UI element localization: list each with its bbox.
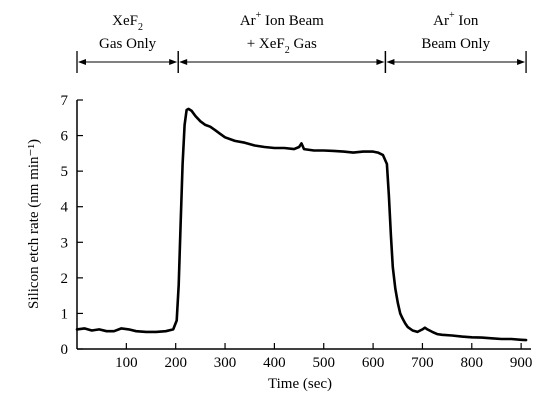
x-tick-label: 300 bbox=[214, 355, 237, 371]
x-tick-label: 600 bbox=[362, 355, 385, 371]
phase-annotations: XeF2 Gas Only Ar+ Ion Beam + XeF2 Gas Ar+ Io… bbox=[76, 10, 527, 73]
y-tick-label: 1 bbox=[61, 306, 69, 322]
y-tick-label: 6 bbox=[61, 129, 69, 145]
x-tick-label: 100 bbox=[115, 355, 138, 371]
x-tick-label: 200 bbox=[164, 355, 187, 371]
phase-arrow-right bbox=[376, 59, 385, 65]
y-tick-label: 3 bbox=[61, 235, 69, 251]
x-axis-title: Time (sec) bbox=[268, 376, 332, 392]
phase-arrow-left bbox=[179, 59, 188, 65]
axes bbox=[76, 100, 531, 350]
series-line bbox=[75, 107, 528, 342]
series bbox=[75, 107, 528, 342]
phase-label-line1: Ar+ Ion bbox=[433, 10, 479, 29]
x-tick-label: 700 bbox=[411, 355, 434, 371]
phase-label-line1: XeF2 bbox=[112, 13, 143, 33]
phase-label-line2: Beam Only bbox=[421, 36, 490, 52]
y-tick-label: 0 bbox=[61, 342, 69, 358]
y-tick-label: 5 bbox=[61, 164, 69, 180]
phase-label-line2: Gas Only bbox=[99, 36, 157, 52]
phase-arrow-right bbox=[517, 59, 526, 65]
y-tick-label: 7 bbox=[61, 93, 69, 109]
y-axis-title: Silicon etch rate (nm min⁻¹) bbox=[26, 139, 42, 309]
axis-ticks: 100 200 300 400 500 600 700 800 900 0 1 2 3 4 5 6 7 bbox=[61, 93, 533, 371]
x-tick-label: 400 bbox=[263, 355, 286, 371]
x-tick-label: 800 bbox=[461, 355, 484, 371]
phase-arrow-left bbox=[386, 59, 395, 65]
phase-arrow-right bbox=[169, 59, 178, 65]
phase-label-line1: Ar+ Ion Beam bbox=[240, 10, 324, 29]
phase-label-line2: + XeF2 Gas bbox=[247, 36, 317, 56]
y-tick-label: 4 bbox=[61, 200, 69, 216]
phase-arrow-left bbox=[78, 59, 86, 65]
x-tick-label: 500 bbox=[312, 355, 335, 371]
y-tick-label: 2 bbox=[61, 271, 69, 287]
x-tick-label: 900 bbox=[510, 355, 533, 371]
